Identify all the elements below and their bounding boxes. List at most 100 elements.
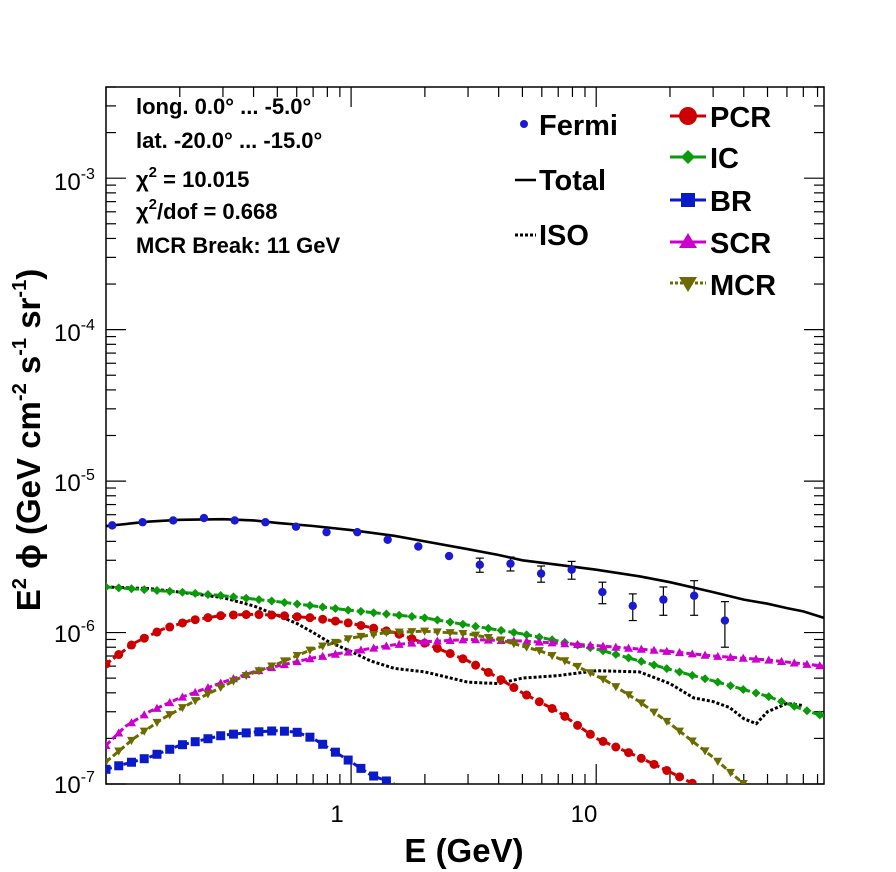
series-mcr-point bbox=[636, 699, 646, 708]
series-scr-point bbox=[432, 636, 442, 645]
series-scr-point bbox=[126, 718, 136, 727]
legend-right: PCR IC BR SCR MCR bbox=[670, 102, 776, 302]
series-mcr-point bbox=[381, 629, 391, 638]
series-mcr-point bbox=[560, 657, 570, 666]
series-scr-point bbox=[726, 652, 736, 661]
series-br-point bbox=[228, 729, 238, 739]
y-tick-label-1e-4: 10-4 bbox=[54, 317, 95, 347]
series-br-point bbox=[292, 727, 302, 737]
series-pcr-point bbox=[483, 667, 493, 677]
series-mcr-point bbox=[228, 677, 238, 686]
series-pcr-point bbox=[318, 614, 328, 624]
series-scr-point bbox=[177, 692, 187, 701]
series-pcr-point bbox=[241, 610, 251, 620]
fermi-point bbox=[414, 542, 423, 551]
series-pcr-point bbox=[560, 711, 570, 721]
series-ic-point bbox=[458, 619, 468, 629]
series-ic-point bbox=[381, 609, 391, 619]
series-ic-point bbox=[407, 612, 417, 622]
legend-entry-mcr: MCR bbox=[670, 270, 776, 302]
fermi-point bbox=[383, 535, 392, 544]
series-ic-point bbox=[445, 617, 455, 627]
series-ic-point bbox=[114, 583, 124, 593]
series-ic-point bbox=[305, 600, 315, 610]
series-mcr-point bbox=[369, 630, 379, 640]
series-ic-point bbox=[751, 688, 761, 698]
fermi-point bbox=[230, 516, 239, 525]
legend-scr-marker bbox=[679, 233, 697, 248]
series-pcr-point bbox=[522, 690, 532, 700]
series-scr-point bbox=[802, 659, 812, 668]
series-scr-point bbox=[114, 728, 124, 737]
series-mcr-point bbox=[649, 708, 659, 717]
longitude-range: long. 0.0° ... -5.0° bbox=[136, 94, 311, 119]
series-scr-point bbox=[292, 657, 302, 666]
series-mcr-point bbox=[483, 633, 493, 643]
series-mcr-point bbox=[420, 627, 430, 636]
series-ic bbox=[106, 582, 824, 720]
fermi-point bbox=[444, 551, 454, 561]
series-mcr-point bbox=[279, 657, 289, 666]
series-scr-point bbox=[815, 661, 824, 670]
series-mcr-point bbox=[713, 757, 723, 766]
series-pcr-point bbox=[267, 610, 277, 620]
series-pcr-point bbox=[190, 615, 200, 625]
series-scr bbox=[106, 635, 824, 749]
series-br-point bbox=[241, 728, 251, 738]
legend-entry-scr: SCR bbox=[670, 228, 771, 260]
series-mcr-point bbox=[662, 717, 672, 726]
series-pcr-point bbox=[114, 650, 124, 660]
series-pcr-point bbox=[330, 616, 340, 626]
series-br-point bbox=[152, 749, 162, 759]
fermi-point bbox=[659, 595, 668, 604]
fit-info-block: long. 0.0° ... -5.0° lat. -20.0° ... -15… bbox=[136, 94, 341, 258]
series-scr-point bbox=[165, 697, 175, 707]
legend-left: Fermi Total ISO bbox=[515, 110, 618, 252]
series-br-point bbox=[165, 744, 175, 754]
series-layer bbox=[106, 513, 824, 784]
series-br-point bbox=[203, 734, 213, 744]
series-pcr-point bbox=[624, 748, 634, 758]
series-br-point bbox=[343, 755, 353, 765]
series-br-point bbox=[318, 739, 328, 749]
series-pcr-point bbox=[458, 654, 468, 664]
series-scr-point bbox=[560, 639, 570, 648]
series-br-point bbox=[330, 747, 340, 757]
series-mcr-point bbox=[509, 640, 519, 649]
series-ic-point bbox=[190, 588, 200, 598]
series-pcr-point bbox=[496, 675, 506, 685]
series-ic-point bbox=[126, 584, 136, 594]
x-tick-label-1: 1 bbox=[330, 801, 343, 828]
series-scr-point bbox=[700, 650, 710, 659]
series-pcr-point bbox=[636, 753, 646, 763]
series-pcr-point bbox=[216, 611, 226, 621]
series-scr-point bbox=[713, 651, 723, 660]
series-br-point bbox=[216, 731, 226, 741]
fermi-point bbox=[322, 527, 331, 537]
series-scr-point bbox=[776, 656, 786, 666]
series-mcr-point bbox=[190, 697, 200, 706]
series-pcr-point bbox=[343, 618, 353, 628]
chi2-dof-value: χ2/dof = 0.668 bbox=[136, 196, 277, 224]
y-tick-label-1e-6: 10-6 bbox=[54, 618, 95, 648]
series-pcr-point bbox=[228, 610, 238, 620]
series-mcr-point bbox=[106, 758, 111, 767]
series-br-line bbox=[106, 729, 395, 784]
series-ic-point bbox=[662, 664, 672, 674]
legend-mcr-label: MCR bbox=[710, 270, 776, 302]
series-ic-point bbox=[420, 613, 430, 623]
series-pcr-point bbox=[547, 703, 557, 713]
fermi-point bbox=[168, 516, 178, 525]
series-ic-point bbox=[471, 621, 481, 631]
series-scr-point bbox=[394, 639, 404, 648]
series-scr-point bbox=[636, 644, 646, 653]
series-mcr-point bbox=[254, 667, 264, 676]
legend-entry-br: BR bbox=[670, 186, 752, 218]
series-br-point bbox=[177, 740, 187, 750]
series-br bbox=[106, 726, 395, 784]
fermi-point bbox=[598, 587, 607, 597]
series-fermi bbox=[108, 513, 730, 648]
series-ic-point bbox=[216, 591, 226, 601]
series-pcr-point bbox=[675, 772, 685, 782]
